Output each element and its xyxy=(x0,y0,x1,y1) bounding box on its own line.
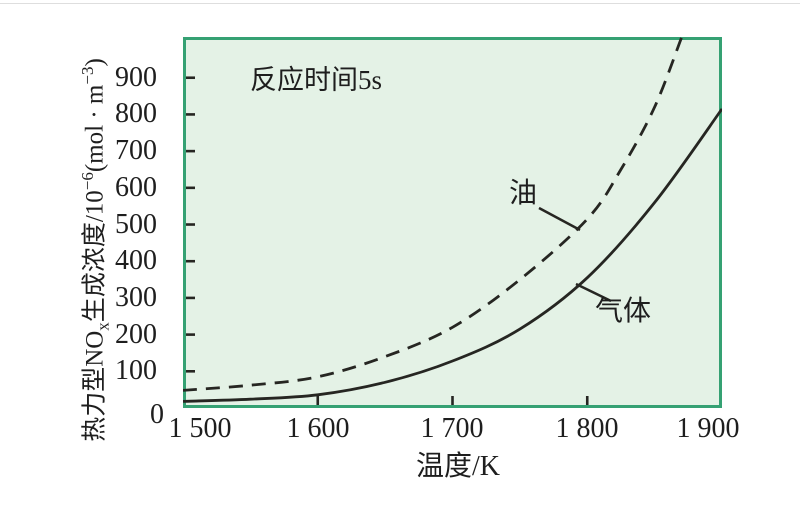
y-tick-labels: 100 200 300 400 500 600 700 800 900 xyxy=(60,37,170,408)
y-axis-title-subscript-x: x xyxy=(93,322,113,331)
y-tick-label: 800 xyxy=(115,98,157,130)
gas-curve xyxy=(183,108,722,403)
y-tick-label: 600 xyxy=(115,171,157,203)
top-divider-line xyxy=(0,3,800,4)
y-axis-title-superscript-6: −6 xyxy=(78,172,97,191)
y-axis-title-part2: 生成浓度/10 xyxy=(81,190,109,323)
y-tick-label: 200 xyxy=(115,318,157,350)
oil-pointer-line xyxy=(538,206,581,232)
y-tick-label: 400 xyxy=(115,245,157,277)
x-axis-title: 温度/K xyxy=(415,451,500,482)
series-label-oil: 油 xyxy=(509,178,538,209)
x-tick-label-1900: 1 900 xyxy=(676,413,740,444)
y-axis-title-part4: ) xyxy=(81,58,109,67)
origin-label: 0 xyxy=(150,399,164,430)
y-tick-label: 900 xyxy=(115,61,157,93)
y-tick-label: 300 xyxy=(115,281,157,313)
y-axis-title: 热力型NOx生成浓度/10−6(mol · m−3) xyxy=(73,40,112,460)
gas-pointer-line xyxy=(575,282,612,303)
x-tick-label-1600: 1 600 xyxy=(286,413,350,444)
series-label-gas: 气体 xyxy=(595,296,652,327)
x-tick-label-1500: 1 500 xyxy=(168,413,232,444)
y-axis-title-part3: (mol · m xyxy=(81,84,109,173)
y-axis-title-superscript-3: −3 xyxy=(78,66,97,85)
plot-layers xyxy=(183,37,722,408)
oil-curve xyxy=(183,37,683,392)
y-tick-label: 500 xyxy=(115,208,157,240)
annotation-reaction-time: 反应时间5s xyxy=(250,65,383,95)
y-axis-title-part1: 热力型NO xyxy=(81,330,109,442)
x-tick-label-1800: 1 800 xyxy=(555,413,619,444)
plot-svg xyxy=(183,37,722,408)
plot-area xyxy=(183,37,722,408)
y-tick-label: 700 xyxy=(115,135,157,167)
x-tick-label-1700: 1 700 xyxy=(420,413,484,444)
y-tick-label: 100 xyxy=(115,355,157,387)
